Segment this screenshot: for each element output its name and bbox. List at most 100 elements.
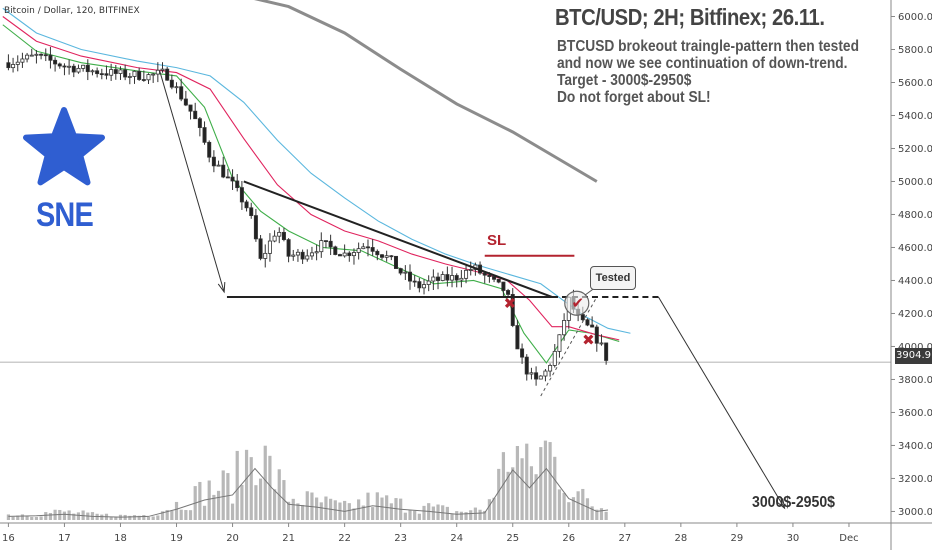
candle-body (95, 70, 100, 75)
candle-body (34, 53, 39, 56)
candle-body (29, 54, 34, 57)
volume-bar (137, 515, 141, 520)
candle-body (230, 176, 235, 182)
candle-body (538, 375, 543, 380)
candle-body (590, 324, 595, 328)
x-tick-label: 21 (282, 533, 295, 544)
candle-body (113, 69, 118, 74)
annotation-line: and now we see continuation of down-tren… (557, 55, 848, 72)
candle-body (127, 76, 132, 78)
moving-average-line (2, 7, 631, 334)
candle-body (393, 255, 398, 269)
volume-bar (240, 484, 244, 520)
candle-body (398, 268, 403, 274)
candle-body (450, 275, 455, 281)
tested-check-mark: ✔ (571, 294, 584, 312)
candle-body (585, 319, 590, 326)
candle-body (188, 104, 193, 112)
candle-body (137, 70, 142, 80)
x-tick-label: 28 (674, 533, 687, 544)
volume-bar (305, 491, 309, 520)
candle-body (286, 239, 291, 257)
volume-bar (291, 498, 295, 520)
candle-body (6, 62, 11, 69)
candle-body (520, 348, 525, 358)
volume-bar (25, 515, 29, 520)
candle-body (291, 254, 296, 257)
candle-body (501, 281, 506, 291)
candle-body (76, 67, 81, 73)
volume-bar (39, 516, 43, 520)
candle-body (211, 156, 216, 167)
volume-bar (389, 503, 393, 520)
candle-body (370, 247, 375, 252)
y-tick-label: 3200.0 (898, 474, 932, 485)
y-tick-label: 5200.0 (898, 144, 932, 155)
candle-body (468, 269, 473, 271)
candle-body (328, 240, 333, 248)
volume-bar (469, 510, 473, 520)
candle-body (123, 69, 128, 78)
volume-bar (371, 507, 375, 520)
candle-body (487, 274, 492, 277)
candle-body (543, 370, 548, 377)
volume-bar (142, 515, 146, 520)
volume-bar (296, 503, 300, 520)
volume-bar (34, 516, 39, 520)
candle-body (225, 176, 230, 179)
candle-body (277, 231, 282, 237)
volume-bar (511, 467, 515, 520)
volume-bar (207, 480, 211, 520)
y-tick-label: 4800.0 (898, 210, 932, 221)
candle-body (408, 271, 413, 282)
x-tick-label: 27 (618, 533, 631, 544)
volume-bar (413, 510, 417, 520)
annotation-line: Do not forget about SL! (557, 89, 711, 106)
candle-body (319, 240, 324, 253)
volume-bar (548, 442, 552, 520)
candle-body (263, 252, 268, 259)
candle-body (197, 118, 202, 128)
candle-body (141, 79, 146, 81)
volume-bar (534, 474, 538, 520)
candle-body (482, 272, 487, 276)
volume-bar (268, 455, 272, 520)
y-tick-label: 5800.0 (898, 45, 932, 56)
volume-bar (226, 473, 230, 520)
volume-bar (202, 505, 207, 520)
candle-body (580, 314, 585, 321)
x-tick-label: 19 (170, 533, 183, 544)
candle-body (389, 255, 394, 258)
volume-bar (529, 466, 534, 520)
candle-body (179, 86, 184, 100)
y-tick-label: 3000.0 (898, 507, 932, 518)
y-tick-label: 4000.0 (898, 342, 932, 353)
moving-average-line (254, 0, 598, 183)
last-price-tag: 3904.9 (895, 348, 932, 364)
volume-bar (301, 504, 305, 520)
volume-bar (553, 456, 557, 520)
volume-bar (506, 471, 510, 520)
volume-bar (67, 510, 71, 520)
candle-body (599, 342, 604, 345)
volume-bar (48, 512, 53, 520)
volume-bar (571, 497, 576, 520)
volume-bar (109, 517, 113, 520)
volume-bar (595, 509, 599, 520)
candle-body (548, 365, 553, 372)
candle-body (25, 54, 30, 60)
volume-bar (62, 511, 67, 520)
x-tick-label: 20 (226, 533, 239, 544)
price-axis: 3000.0 3200.0 3400.0 3600.0 3800.0 4000.0 4200… (890, 0, 932, 550)
volume-bar (567, 502, 571, 520)
volume-bar (357, 499, 361, 520)
trend-arrow (159, 70, 225, 293)
candle-body (244, 201, 249, 209)
candle-body (552, 350, 557, 366)
candle-body (132, 70, 137, 77)
candle-body (454, 275, 459, 281)
volume-bar (198, 481, 202, 520)
candle-body (11, 64, 16, 69)
candle-body (295, 251, 300, 256)
